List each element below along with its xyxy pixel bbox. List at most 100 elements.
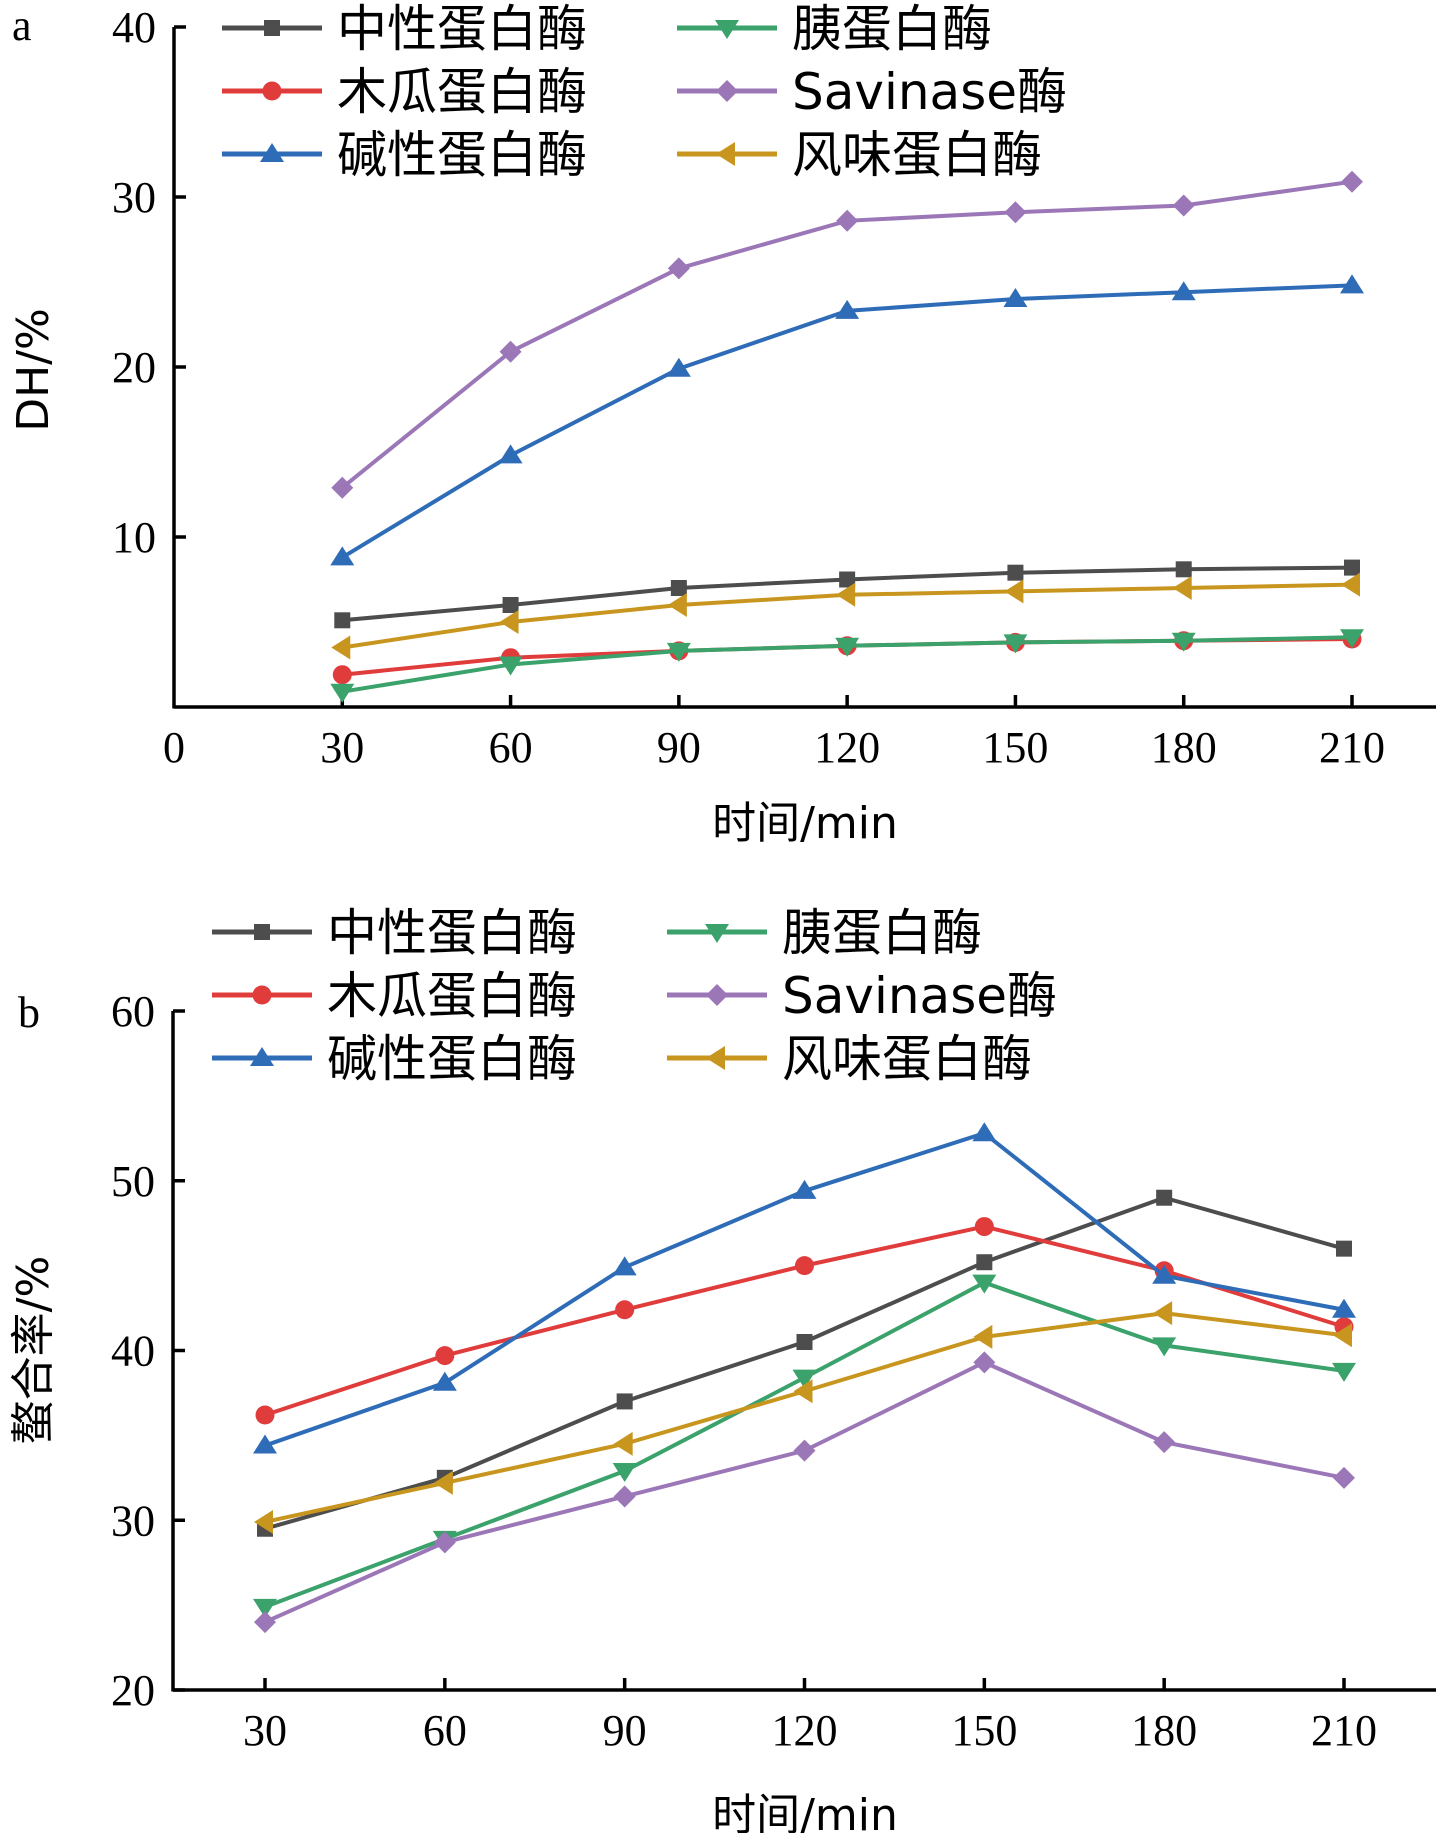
series-1: [332, 629, 1362, 685]
x-tick-label: 60: [423, 1706, 467, 1755]
legend-marker: [252, 985, 272, 1005]
legend-marker: [264, 20, 280, 36]
legend-item: 胰蛋白酶: [667, 904, 982, 962]
data-point: [502, 597, 519, 613]
legend-marker: [706, 984, 728, 1006]
y-tick-label: 60: [111, 987, 155, 1036]
x-tick-label: 210: [1319, 723, 1385, 772]
series-line: [264, 1360, 1345, 1624]
data-point: [331, 635, 351, 660]
data-point: [976, 1254, 993, 1271]
legend-marker: [716, 80, 738, 102]
legend-item: 中性蛋白酶: [222, 0, 587, 58]
legend-marker: [716, 142, 735, 166]
data-point: [836, 582, 856, 607]
data-point: [499, 610, 519, 634]
data-point: [612, 1463, 637, 1483]
legend-item: 木瓜蛋白酶: [212, 967, 577, 1025]
legend-label: 木瓜蛋白酶: [327, 967, 577, 1025]
data-point: [1153, 1301, 1173, 1326]
x-tick-label: 180: [1131, 1706, 1197, 1755]
legend-marker: [706, 1046, 725, 1070]
data-point: [432, 1371, 457, 1391]
legend-label: 胰蛋白酶: [782, 904, 982, 962]
data-point: [973, 1324, 993, 1349]
data-point: [792, 1369, 817, 1389]
legend-marker: [715, 20, 739, 39]
legend-label: 风味蛋白酶: [792, 126, 1042, 184]
data-point: [1333, 1323, 1352, 1348]
y-tick-label: 40: [111, 1327, 155, 1376]
y-tick-label: 50: [111, 1157, 155, 1206]
legend-label: 中性蛋白酶: [337, 0, 587, 58]
data-point: [1007, 564, 1024, 581]
x-tick-label: 90: [603, 1706, 647, 1755]
data-point: [972, 1122, 997, 1142]
data-point: [332, 665, 352, 685]
legend-label: Savinase酶: [792, 63, 1067, 121]
data-point: [796, 1334, 813, 1351]
data-point: [255, 1405, 275, 1425]
data-point: [499, 340, 522, 363]
series-4: [254, 1351, 1355, 1634]
legend-item: 风味蛋白酶: [677, 126, 1042, 184]
data-point: [254, 1509, 273, 1534]
data-point: [330, 546, 355, 566]
x-tick-label: 90: [657, 723, 701, 772]
legend-marker: [250, 1047, 274, 1066]
data-point: [254, 1611, 276, 1634]
data-point: [334, 612, 351, 629]
series-3: [330, 629, 1364, 703]
y-tick-label: 10: [112, 513, 156, 562]
data-point: [835, 637, 860, 657]
series-group-a: [330, 170, 1364, 703]
data-point: [1172, 194, 1195, 217]
series-2: [253, 1122, 1356, 1454]
data-point: [1340, 629, 1364, 649]
legend-marker: [254, 924, 270, 940]
data-point: [616, 1393, 633, 1410]
legend-label: 中性蛋白酶: [327, 904, 577, 962]
data-point: [1171, 632, 1196, 652]
series-2: [330, 274, 1364, 566]
data-point: [330, 683, 355, 703]
data-point: [973, 1351, 996, 1374]
data-point: [792, 1179, 817, 1199]
data-point: [1341, 572, 1360, 597]
x-tick-label: 30: [243, 1706, 287, 1755]
data-point: [1344, 559, 1360, 576]
panel-label-b: b: [18, 988, 40, 1037]
data-point: [1333, 1466, 1355, 1489]
x-tick-label: 210: [1311, 1706, 1377, 1755]
panel-label-a: a: [12, 1, 32, 50]
data-point: [839, 571, 856, 588]
data-point: [498, 656, 523, 676]
x-tick-label: 60: [489, 723, 533, 772]
data-point: [835, 299, 860, 319]
y-tick-label: 40: [112, 3, 156, 52]
legend-label: 胰蛋白酶: [792, 0, 992, 58]
legend-label: 碱性蛋白酶: [337, 126, 587, 184]
data-point: [1340, 274, 1364, 294]
y-tick-label: 20: [111, 1666, 155, 1715]
legend-item: 木瓜蛋白酶: [222, 63, 587, 121]
legend-item: 风味蛋白酶: [667, 1030, 1032, 1088]
x-axis-title-b: 时间/min: [712, 1790, 898, 1833]
legend-item: Savinase酶: [667, 967, 1057, 1025]
data-point: [666, 357, 691, 377]
chart-b: b 螯合率/% 时间/min 20 30 40 50 60 30 60 90 120 150 180…: [8, 904, 1436, 1833]
series-group-b: [253, 1122, 1356, 1634]
data-point: [670, 580, 687, 596]
data-point: [1332, 1298, 1356, 1318]
legend-label: 碱性蛋白酶: [327, 1030, 577, 1088]
series-5: [254, 1301, 1352, 1534]
data-point: [1153, 1431, 1176, 1454]
data-point: [1175, 561, 1192, 578]
legend-label: 木瓜蛋白酶: [337, 63, 587, 121]
data-point: [1156, 1189, 1173, 1206]
data-point: [1341, 170, 1363, 193]
legend-item: Savinase酶: [677, 63, 1067, 121]
data-point: [1172, 576, 1192, 600]
legend-item: 中性蛋白酶: [212, 904, 577, 962]
